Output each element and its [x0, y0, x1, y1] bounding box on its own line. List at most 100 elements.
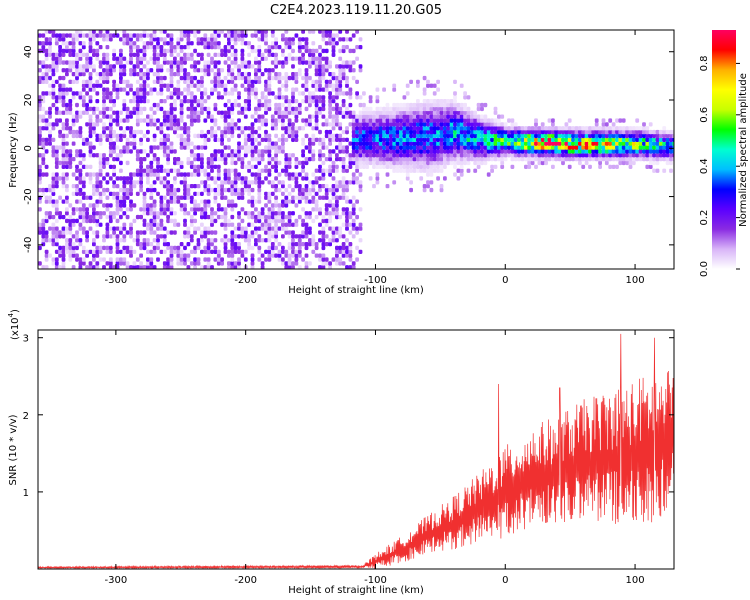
heatmap-cell — [311, 141, 316, 146]
heatmap-cell — [331, 187, 336, 193]
heatmap-cell — [594, 133, 599, 139]
heatmap-cell — [41, 48, 46, 54]
heatmap-cell — [351, 180, 356, 185]
heatmap-cell — [324, 218, 329, 224]
heatmap-cell — [216, 207, 221, 212]
heatmap-cell — [139, 137, 143, 142]
heatmap-cell — [358, 133, 363, 139]
heatmap-cell — [443, 137, 447, 142]
heatmap-cell — [335, 253, 339, 258]
heatmap-cell — [274, 37, 278, 42]
heatmap-cell — [81, 203, 86, 208]
heatmap-cell — [240, 180, 245, 185]
heatmap-cell — [135, 214, 140, 220]
heatmap-cell — [588, 153, 592, 158]
heatmap-cell — [115, 95, 120, 100]
heatmap-cell — [405, 110, 410, 115]
heatmap-cell — [308, 145, 312, 150]
heatmap-cell — [196, 133, 201, 139]
heatmap-cell — [335, 199, 339, 204]
heatmap-cell — [149, 122, 154, 127]
heatmap-cell — [304, 48, 309, 54]
heatmap-cell — [65, 72, 69, 77]
heatmap-cell — [179, 91, 184, 96]
heatmap-cell — [291, 242, 295, 247]
heatmap-cell — [412, 129, 417, 135]
heatmap-cell — [135, 52, 140, 57]
heatmap-cell — [304, 253, 309, 258]
heatmap-cell — [598, 153, 602, 158]
heatmap-cell — [648, 133, 653, 139]
heatmap-cell — [463, 114, 467, 119]
heatmap-cell — [358, 226, 363, 231]
heatmap-cell — [88, 149, 93, 154]
heatmap-cell — [119, 207, 123, 212]
heatmap-cell — [615, 149, 619, 154]
heatmap-cell — [294, 203, 299, 208]
heatmap-cell — [257, 75, 262, 81]
heatmap-cell — [466, 168, 471, 173]
heatmap-cell — [436, 164, 440, 169]
heatmap-cell — [507, 118, 511, 123]
heatmap-cell — [446, 141, 451, 146]
heatmap-cell — [338, 184, 343, 189]
heatmap-cell — [665, 137, 670, 142]
heatmap-cell — [88, 126, 93, 131]
heatmap-cell — [149, 187, 154, 193]
heatmap-cell — [216, 137, 221, 142]
heatmap-cell — [227, 145, 231, 150]
heatmap-cell — [220, 257, 224, 262]
heatmap-cell — [88, 180, 93, 185]
colorbar: 0.00.20.40.60.8 Normalized spectral ampl… — [699, 30, 749, 277]
heatmap-cell — [159, 45, 164, 50]
heatmap-cell — [65, 184, 69, 189]
heatmap-cell — [189, 172, 194, 177]
heatmap-cell — [564, 126, 569, 131]
heatmap-cell — [480, 129, 484, 135]
heatmap-cell — [372, 141, 376, 146]
heatmap-cell — [125, 160, 130, 166]
heatmap-cell — [183, 207, 187, 212]
heatmap-cell — [281, 37, 285, 42]
heatmap-cell — [257, 195, 262, 200]
heatmap-cell — [108, 214, 113, 220]
heatmap-cell — [409, 133, 413, 139]
heatmap-cell — [112, 157, 116, 162]
heatmap-cell — [203, 33, 208, 38]
heatmap-cell — [510, 122, 515, 127]
heatmap-cell — [277, 203, 282, 208]
heatmap-cell — [95, 261, 100, 266]
heatmap-cell — [85, 106, 89, 112]
heatmap-cell — [105, 33, 110, 38]
heatmap-cell — [237, 211, 241, 216]
heatmap-cell — [210, 230, 214, 235]
heatmap-cell — [112, 141, 116, 146]
heatmap-cell — [274, 102, 278, 108]
heatmap-cell — [179, 48, 184, 54]
heatmap-cell — [216, 110, 221, 115]
heatmap-cell — [551, 153, 555, 158]
heatmap-cell — [186, 253, 191, 258]
heatmap-cell — [416, 99, 420, 104]
heatmap-cell — [237, 33, 241, 38]
heatmap-cell — [223, 187, 228, 193]
heatmap-cell — [115, 114, 120, 119]
heatmap-cell — [51, 261, 56, 266]
heatmap-cell — [443, 145, 447, 150]
heatmap-cell — [362, 153, 366, 158]
heatmap-cell — [281, 261, 285, 266]
heatmap-cell — [112, 191, 116, 196]
heatmap-cell — [648, 149, 653, 154]
heatmap-cell — [95, 133, 100, 139]
heatmap-cell — [108, 114, 113, 119]
heatmap-cell — [88, 45, 93, 50]
heatmap-cell — [206, 129, 211, 135]
heatmap-cell — [281, 191, 285, 196]
heatmap-cell — [179, 261, 184, 266]
heatmap-cell — [132, 249, 137, 254]
heatmap-cell — [220, 52, 224, 57]
heatmap-cell — [112, 33, 116, 38]
heatmap-cell — [321, 48, 326, 54]
heatmap-cell — [233, 41, 238, 46]
heatmap-cell — [173, 64, 177, 69]
